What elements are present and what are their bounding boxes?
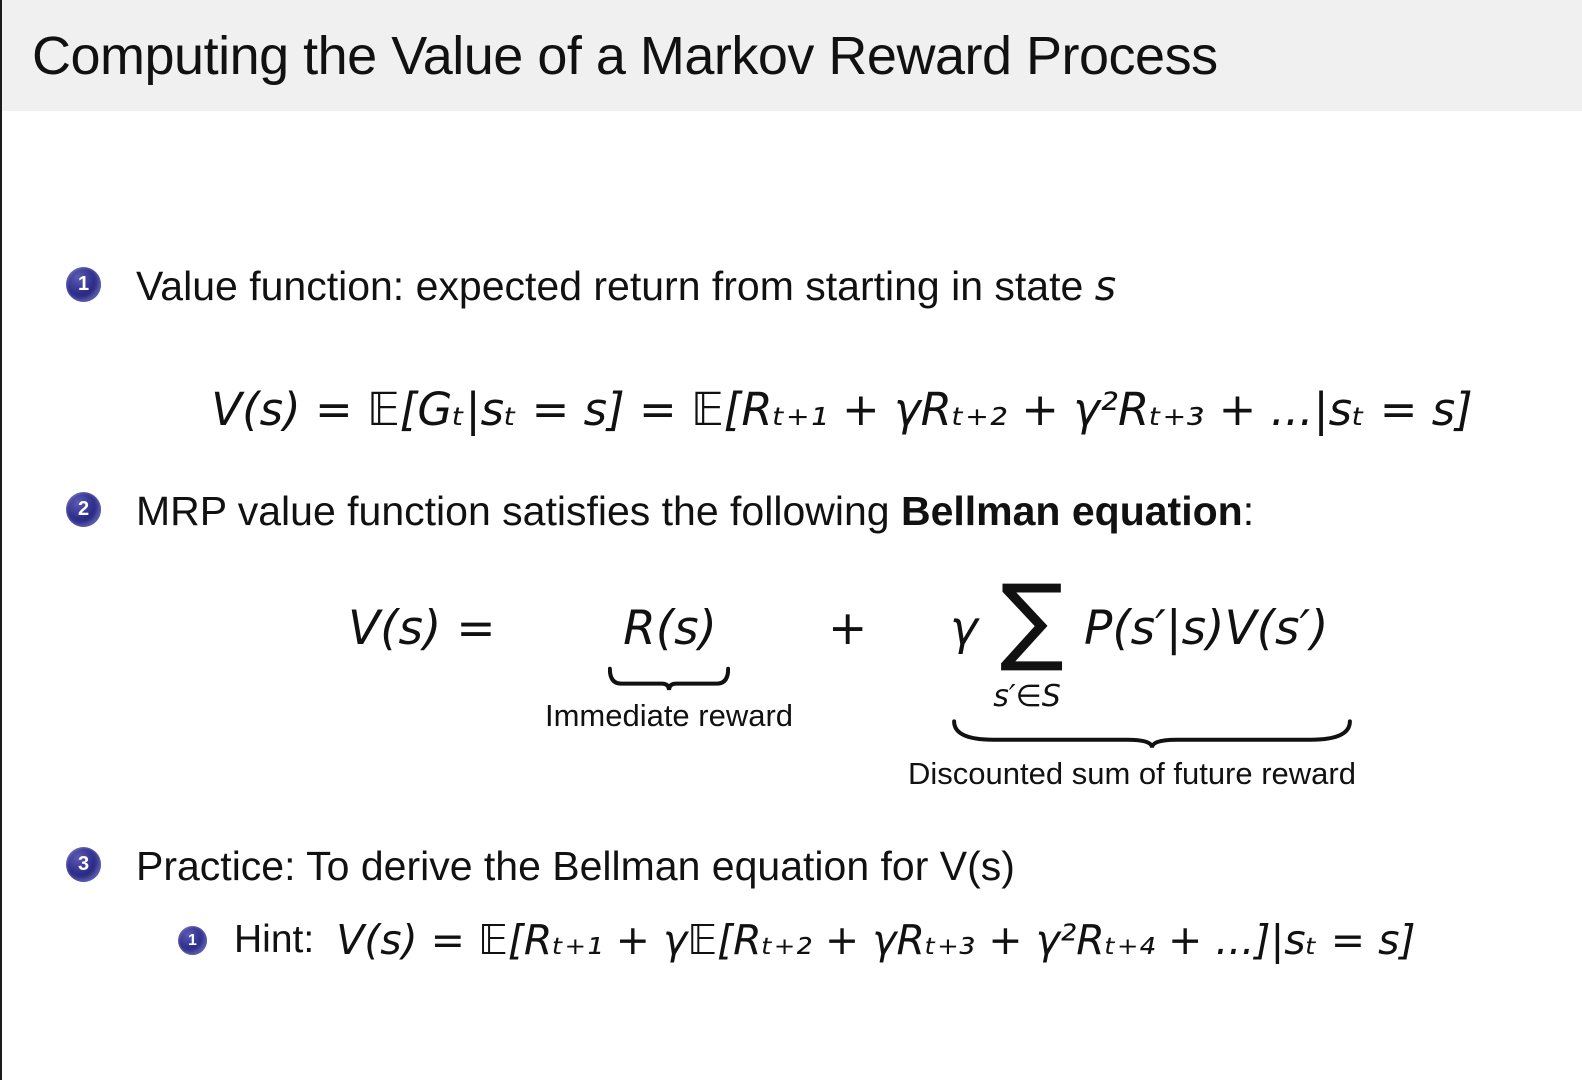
bullet-1-math-suffix: s: [1094, 262, 1117, 310]
value-function-equation: V(s) = 𝔼[Gₜ|sₜ = s] = 𝔼[Rₜ₊₁ + γRₜ₊₂ + γ…: [211, 383, 1473, 436]
enum-badge-2: 2: [66, 492, 101, 527]
bullet-2-text-post: :: [1242, 488, 1255, 534]
slide-title: Computing the Value of a Markov Reward P…: [32, 25, 1218, 86]
sum-symbol: ∑: [1000, 565, 1065, 675]
bullet-3-text: Practice: To derive the Bellman equation…: [136, 843, 1015, 889]
bullet-2-text-pre: MRP value function satisfies the followi…: [136, 488, 901, 534]
bellman-lhs: V(s) =: [348, 601, 496, 656]
bullet-1-text: Value function: expected return from sta…: [136, 262, 1116, 311]
enum-badge-3: 3: [66, 847, 101, 882]
enum-badge-1-number: 1: [77, 273, 90, 295]
bullet-1-text-main: Value function: expected return from sta…: [136, 263, 1084, 309]
discounted-sum-label: Discounted sum of future reward: [908, 756, 1356, 791]
bullet-2-text: MRP value function satisfies the followi…: [136, 487, 1254, 536]
hint-enum-badge-number: 1: [188, 931, 197, 949]
slide-title-bar: Computing the Value of a Markov Reward P…: [2, 0, 1582, 111]
hint-enum-badge: 1: [178, 926, 207, 955]
bullet-2-text-bold: Bellman equation: [900, 488, 1243, 534]
discount-factor-gamma: γ: [950, 601, 978, 656]
immediate-reward-term: R(s): [623, 601, 717, 656]
bellman-plus-sign: +: [828, 601, 868, 656]
immediate-reward-label: Immediate reward: [544, 698, 794, 733]
enum-badge-1: 1: [66, 267, 101, 302]
sum-limits: s′∈S: [993, 679, 1061, 714]
enum-badge-2-number: 2: [77, 498, 90, 520]
hint-label: Hint:: [234, 918, 315, 961]
enum-badge-3-number: 3: [77, 853, 90, 875]
underbrace-icon: [608, 666, 730, 692]
future-reward-term: P(s′|s)V(s′): [1084, 601, 1329, 656]
hint-item: 1 Hint: V(s) = 𝔼[Rₜ₊₁ + γ𝔼[Rₜ₊₂ + γRₜ₊₃ …: [178, 915, 1416, 966]
hint-formula: V(s) = 𝔼[Rₜ₊₁ + γ𝔼[Rₜ₊₂ + γRₜ₊₃ + γ²Rₜ₊₄…: [336, 916, 1416, 964]
underbrace-icon: [948, 718, 1356, 750]
